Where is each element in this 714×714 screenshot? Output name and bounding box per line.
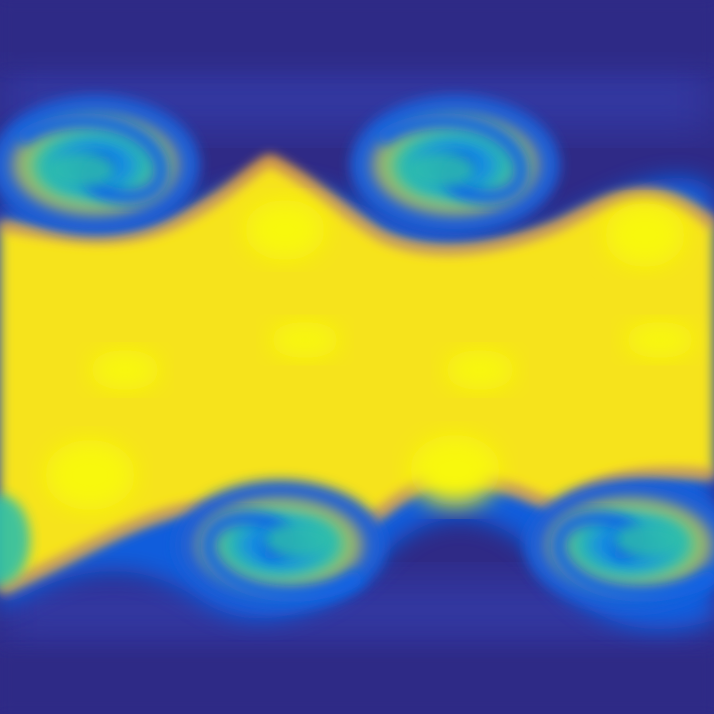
vortex-top-left bbox=[0, 95, 200, 235]
yellow-band bbox=[0, 160, 714, 590]
highlight-3 bbox=[90, 350, 160, 390]
highlight-2 bbox=[605, 203, 685, 267]
band-edge-top bbox=[0, 154, 714, 255]
highlight-1 bbox=[245, 200, 325, 260]
highlight-8 bbox=[410, 435, 500, 505]
highlight-4 bbox=[270, 322, 340, 358]
vortex-top-right bbox=[350, 95, 560, 235]
dark-region-top bbox=[0, 0, 714, 70]
dark-region-bottom bbox=[0, 650, 714, 714]
highlight-6 bbox=[625, 322, 695, 358]
vortex-bottom-right bbox=[525, 480, 714, 610]
vortex-bottom-left-partial bbox=[0, 495, 30, 585]
highlight-7 bbox=[45, 440, 135, 510]
highlight-5 bbox=[445, 350, 515, 390]
vortex-bottom-center bbox=[175, 480, 385, 610]
